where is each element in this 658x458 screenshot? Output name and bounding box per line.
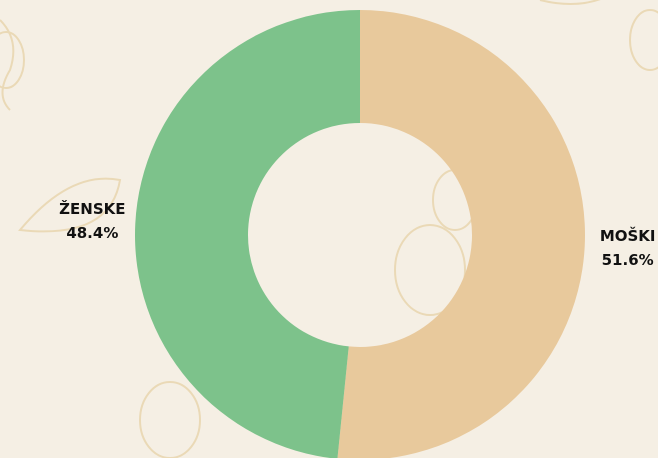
slice-label: MOŠKI — [600, 226, 656, 245]
value-label: 51.6% — [602, 251, 654, 269]
slice — [135, 10, 360, 458]
slice — [337, 10, 585, 458]
hop-vine — [539, 0, 601, 5]
hop-cone — [139, 381, 201, 458]
hop-cone — [0, 31, 25, 89]
hop-leaf — [18, 177, 122, 233]
hop-cone — [394, 224, 466, 316]
slice-label: ŽENSKE — [59, 199, 125, 218]
value-label: 48.4% — [66, 224, 118, 242]
donut — [135, 10, 585, 458]
hop-cone — [629, 9, 658, 71]
